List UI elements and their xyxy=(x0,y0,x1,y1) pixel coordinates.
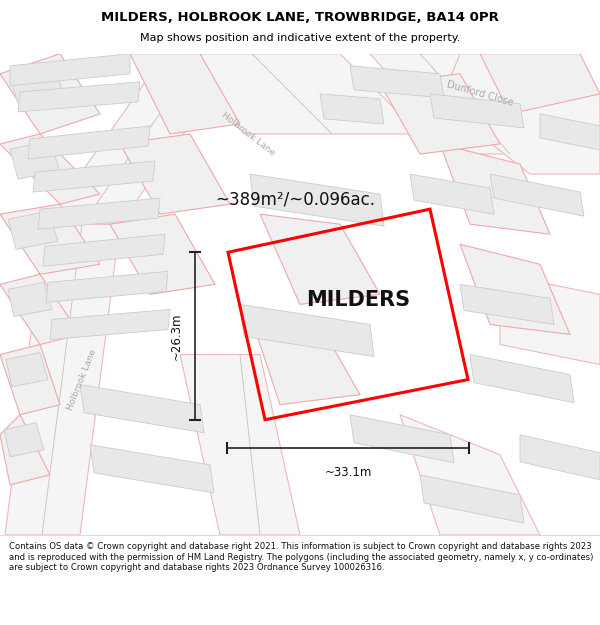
Polygon shape xyxy=(430,94,524,128)
Text: Dunford Close: Dunford Close xyxy=(445,79,515,108)
Polygon shape xyxy=(250,174,384,226)
Polygon shape xyxy=(0,134,100,204)
Polygon shape xyxy=(130,54,240,134)
Polygon shape xyxy=(110,214,215,294)
Polygon shape xyxy=(45,54,240,224)
Polygon shape xyxy=(260,214,380,304)
Polygon shape xyxy=(6,352,48,387)
Polygon shape xyxy=(0,415,50,485)
Polygon shape xyxy=(520,435,600,480)
Polygon shape xyxy=(10,54,130,86)
Text: Holbrook Lane: Holbrook Lane xyxy=(65,348,98,411)
Text: MILDERS: MILDERS xyxy=(305,290,410,310)
Polygon shape xyxy=(0,344,60,415)
Text: Contains OS data © Crown copyright and database right 2021. This information is : Contains OS data © Crown copyright and d… xyxy=(9,542,593,572)
Polygon shape xyxy=(8,282,52,316)
Polygon shape xyxy=(410,174,494,214)
Polygon shape xyxy=(460,284,554,324)
Polygon shape xyxy=(33,161,155,192)
Text: ~26.3m: ~26.3m xyxy=(170,312,183,360)
Polygon shape xyxy=(440,144,550,234)
Polygon shape xyxy=(50,309,170,339)
Polygon shape xyxy=(0,274,80,344)
Polygon shape xyxy=(370,54,560,154)
Text: Holbrook Lane: Holbrook Lane xyxy=(220,111,277,158)
Polygon shape xyxy=(0,204,100,274)
Polygon shape xyxy=(165,54,420,134)
Polygon shape xyxy=(18,82,140,112)
Polygon shape xyxy=(46,271,168,302)
Polygon shape xyxy=(43,234,165,266)
Polygon shape xyxy=(380,74,500,154)
Polygon shape xyxy=(400,415,540,535)
Text: MILDERS, HOLBROOK LANE, TROWBRIDGE, BA14 0PR: MILDERS, HOLBROOK LANE, TROWBRIDGE, BA14… xyxy=(101,11,499,24)
Polygon shape xyxy=(420,475,524,523)
Polygon shape xyxy=(80,384,204,432)
Polygon shape xyxy=(480,54,600,114)
Polygon shape xyxy=(90,445,214,493)
Polygon shape xyxy=(8,211,58,249)
Polygon shape xyxy=(10,141,60,179)
Polygon shape xyxy=(350,415,454,462)
Polygon shape xyxy=(10,69,65,109)
Text: ~33.1m: ~33.1m xyxy=(325,466,371,479)
Polygon shape xyxy=(440,54,600,174)
Polygon shape xyxy=(490,174,584,216)
Polygon shape xyxy=(180,354,300,535)
Polygon shape xyxy=(470,354,574,402)
Polygon shape xyxy=(28,126,150,159)
Polygon shape xyxy=(540,114,600,150)
Polygon shape xyxy=(0,54,100,134)
Text: Map shows position and indicative extent of the property.: Map shows position and indicative extent… xyxy=(140,33,460,43)
Polygon shape xyxy=(350,66,444,98)
Polygon shape xyxy=(250,314,360,404)
Text: ~389m²/~0.096ac.: ~389m²/~0.096ac. xyxy=(215,190,375,208)
Polygon shape xyxy=(460,244,570,334)
Polygon shape xyxy=(320,94,384,124)
Polygon shape xyxy=(38,198,160,229)
Polygon shape xyxy=(240,304,374,356)
Polygon shape xyxy=(120,134,230,214)
Polygon shape xyxy=(4,422,44,457)
Polygon shape xyxy=(5,224,120,535)
Polygon shape xyxy=(500,274,600,364)
